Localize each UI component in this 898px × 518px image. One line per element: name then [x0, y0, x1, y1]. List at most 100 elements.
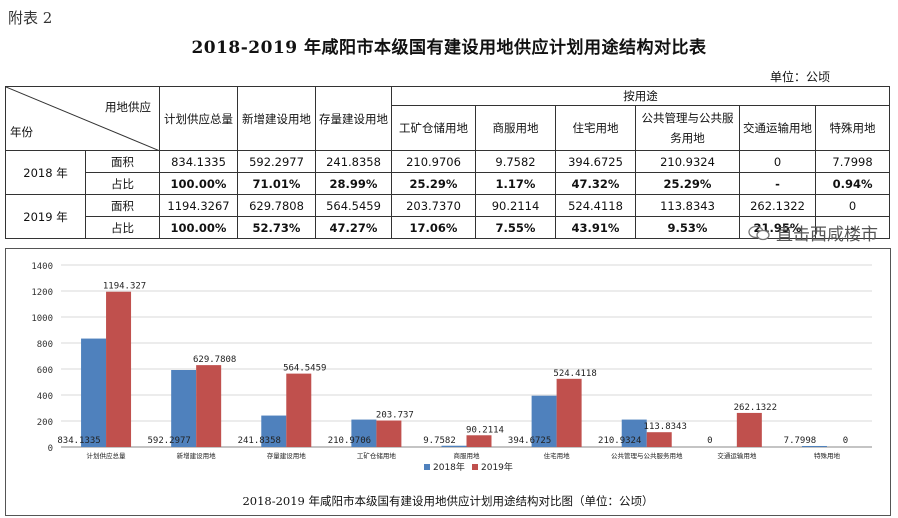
value-cell: 9.7582 — [475, 150, 556, 173]
data-label: 592.2977 — [147, 436, 190, 446]
y-tick-label: 200 — [37, 418, 53, 428]
corner-label-year: 年份 — [10, 125, 33, 139]
header-stock: 存量建设用地 — [315, 86, 392, 151]
bar-2018 — [171, 370, 197, 447]
x-tick-label: 交通运输用地 — [717, 451, 757, 460]
x-tick-label: 商服用地 — [454, 451, 481, 460]
value-cell: - — [814, 216, 891, 239]
bar-2018 — [531, 395, 557, 447]
value-cell: 25.29% — [635, 172, 740, 195]
legend-swatch-2018 — [424, 464, 430, 470]
value-cell: 28.99% — [315, 172, 392, 195]
metric-cell: 面积 — [85, 194, 160, 217]
value-cell: 43.91% — [555, 216, 636, 239]
header-special: 特殊用地 — [814, 105, 891, 151]
bar-2018 — [261, 415, 287, 447]
year-cell: 2019 年 — [5, 194, 86, 239]
header-by-use: 按用途 — [390, 86, 891, 106]
value-cell: 52.73% — [237, 216, 316, 239]
value-cell: 90.2114 — [475, 194, 556, 217]
data-label: 629.7808 — [193, 355, 236, 365]
value-cell: 629.7808 — [237, 194, 316, 217]
x-tick-label: 工矿仓储用地 — [357, 451, 397, 460]
header-total: 计划供应总量 — [159, 86, 238, 151]
bar-2019 — [466, 435, 492, 447]
table-corner-cell: 用地供应 年份 — [5, 86, 160, 151]
watermark: 直击西咸楼市 — [748, 220, 878, 245]
value-cell: 9.53% — [635, 216, 740, 239]
value-cell: 210.9706 — [391, 150, 476, 173]
supply-table: 用地供应 年份 计划供应总量 新增建设用地 存量建设用地 按用途 工矿仓储用地 … — [5, 86, 891, 239]
value-cell: 394.6725 — [555, 150, 636, 173]
value-cell: 25.29% — [391, 172, 476, 195]
x-tick-label: 住宅用地 — [544, 451, 571, 460]
value-cell: 564.5459 — [315, 194, 392, 217]
table-row: 占比 100.00% 71.01% 28.99% 25.29% 1.17% 47.32% 25… — [6, 172, 891, 195]
value-cell: 0 — [739, 150, 816, 173]
data-label: 524.4118 — [553, 369, 596, 379]
x-tick-label: 计划供应总量 — [87, 451, 127, 460]
legend-swatch-2019 — [472, 464, 478, 470]
bar-2019 — [556, 378, 582, 447]
bar-2018 — [81, 338, 107, 447]
x-tick-label: 公共管理与公共服务用地 — [611, 451, 683, 460]
value-cell: 592.2977 — [237, 150, 316, 173]
data-label: 241.8358 — [238, 436, 281, 446]
value-cell: 100.00% — [159, 172, 238, 195]
bar-2019 — [106, 291, 132, 447]
legend-label-2019: 2019年 — [481, 461, 513, 473]
bar-2019 — [376, 420, 402, 447]
value-cell: 834.1335 — [159, 150, 238, 173]
page-title: 2018-2019 年咸阳市本级国有建设用地供应计划用途结构对比表 — [191, 38, 707, 58]
data-label: 9.7582 — [423, 436, 456, 446]
y-tick-label: 400 — [37, 392, 53, 402]
data-label: 90.2114 — [466, 425, 504, 435]
value-cell: 262.1322 — [739, 194, 816, 217]
value-cell: 1194.3267 — [159, 194, 238, 217]
header-industrial: 工矿仓储用地 — [391, 105, 476, 151]
header-residential: 住宅用地 — [555, 105, 636, 151]
y-tick-label: 1400 — [31, 262, 53, 272]
data-label: 210.9324 — [598, 436, 641, 446]
metric-cell: 占比 — [85, 172, 160, 195]
value-cell: 113.8343 — [635, 194, 740, 217]
value-cell: 71.01% — [237, 172, 316, 195]
header-new: 新增建设用地 — [237, 86, 316, 151]
bar-2018 — [621, 419, 647, 447]
data-label: 113.8343 — [644, 422, 687, 432]
legend-label-2018: 2018年 — [433, 461, 465, 473]
value-cell: 17.06% — [391, 216, 476, 239]
x-tick-label: 新增建设用地 — [177, 451, 217, 460]
bar-2018 — [801, 445, 827, 447]
value-cell: 210.9324 — [635, 150, 740, 173]
value-cell: - — [739, 172, 816, 195]
bar-chart: 0 200 400 600 800 1000 1200 1400 834.1335 1194.32… — [31, 262, 872, 473]
y-tick-label: 1000 — [31, 314, 53, 324]
metric-cell: 面积 — [85, 150, 160, 173]
data-label: 7.7998 — [784, 436, 817, 446]
value-cell: 203.7370 — [391, 194, 476, 217]
header-commercial: 商服用地 — [475, 105, 556, 151]
bar-2018 — [351, 419, 377, 447]
table-row: 2018 年面积 834.1335 592.2977 241.8358 210.9706… — [5, 150, 891, 195]
x-tick-label: 特殊用地 — [814, 451, 841, 460]
value-cell: 241.8358 — [315, 150, 392, 173]
bar-2019 — [286, 373, 312, 447]
value-cell: 47.32% — [555, 172, 636, 195]
bar-2019 — [196, 365, 222, 447]
table-row: 2019 年面积 1194.3267 629.7808 564.5459 203.737… — [5, 194, 891, 239]
data-label: 203.737 — [376, 411, 414, 421]
table-row: 占比 100.00% 52.73% 47.27% 17.06% 7.55% 43.91% 9.… — [6, 216, 891, 239]
corner-label-supply: 用地供应 — [105, 100, 151, 114]
value-cell: 7.7998 — [814, 150, 891, 173]
data-label: 564.5459 — [283, 364, 326, 374]
y-tick-label: 600 — [37, 366, 53, 376]
watermark-text: 直击西咸楼市 — [776, 225, 878, 245]
data-label: 394.6725 — [508, 436, 551, 446]
metric-cell: 占比 — [85, 216, 160, 239]
value-cell: 0 — [814, 194, 891, 217]
data-label: 0 — [843, 436, 848, 446]
header-public: 公共管理与公共服务用地 — [635, 105, 740, 151]
data-label: 834.1335 — [57, 436, 100, 446]
bar-2018 — [441, 445, 467, 447]
